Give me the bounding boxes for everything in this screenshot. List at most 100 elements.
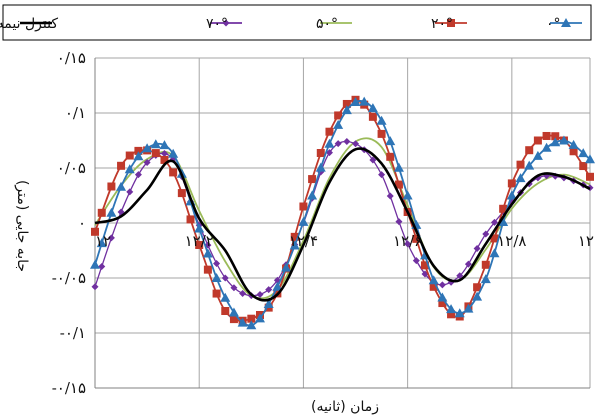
x-tick-label: ۱۲/۶ bbox=[393, 232, 422, 250]
series-marker bbox=[421, 261, 429, 270]
series-marker bbox=[177, 189, 186, 198]
series-marker bbox=[490, 234, 499, 243]
series-marker bbox=[134, 146, 143, 155]
series-marker bbox=[542, 131, 551, 140]
series-marker bbox=[186, 215, 195, 224]
series-marker bbox=[454, 308, 465, 318]
series-marker bbox=[412, 234, 421, 243]
series-marker bbox=[507, 179, 516, 188]
series-marker bbox=[395, 218, 403, 226]
series-marker bbox=[202, 248, 213, 258]
series-marker bbox=[315, 162, 326, 172]
series-marker bbox=[255, 313, 265, 323]
series-marker bbox=[352, 140, 360, 148]
series-marker bbox=[308, 175, 317, 184]
series-marker bbox=[211, 273, 222, 282]
series-marker bbox=[428, 275, 439, 285]
legend-label: کنترل نیمه‌فعال bbox=[0, 16, 58, 32]
series-group bbox=[90, 95, 595, 330]
y-tick-label: -۰/۰۵ bbox=[52, 269, 86, 287]
series-3 bbox=[91, 95, 594, 325]
series-marker bbox=[247, 314, 256, 323]
series-marker bbox=[334, 111, 343, 120]
series-marker bbox=[160, 155, 169, 164]
series-line bbox=[94, 147, 591, 302]
series-marker bbox=[307, 190, 318, 200]
series-marker bbox=[532, 150, 543, 160]
series-marker bbox=[142, 143, 153, 153]
series-marker bbox=[369, 156, 377, 164]
series-marker bbox=[107, 182, 116, 191]
series-marker bbox=[386, 192, 394, 200]
series-marker bbox=[402, 190, 413, 200]
series-marker bbox=[550, 137, 561, 147]
legend-label: ۲۰° bbox=[431, 16, 453, 32]
series-marker bbox=[91, 227, 99, 236]
series-marker bbox=[316, 149, 325, 158]
series-marker bbox=[404, 240, 412, 248]
series-marker bbox=[124, 164, 135, 174]
series-marker bbox=[393, 162, 404, 172]
series-marker bbox=[489, 248, 500, 258]
x-tick-label: ۱۲ bbox=[578, 232, 594, 250]
series-marker bbox=[533, 136, 542, 145]
legend-box bbox=[2, 4, 592, 41]
series-marker bbox=[195, 241, 204, 249]
x-tick-label: ۱۲/۴ bbox=[289, 232, 318, 250]
series-marker bbox=[126, 188, 134, 196]
series-marker bbox=[239, 289, 247, 297]
series-marker bbox=[228, 307, 239, 317]
series-marker bbox=[221, 274, 229, 282]
series-marker bbox=[91, 283, 99, 291]
series-marker bbox=[350, 97, 361, 106]
series-marker bbox=[143, 159, 151, 166]
series-marker bbox=[524, 160, 535, 170]
legend-label: ۵۰° bbox=[316, 16, 338, 32]
x-tick-label: ۱۲/۸ bbox=[497, 232, 526, 250]
series-marker bbox=[482, 230, 490, 238]
series-marker bbox=[515, 173, 526, 183]
series-marker bbox=[220, 292, 231, 302]
series-marker bbox=[299, 202, 308, 211]
series-marker bbox=[386, 152, 395, 161]
series-marker bbox=[446, 304, 457, 314]
series-4 bbox=[90, 96, 595, 330]
series-marker bbox=[168, 148, 179, 158]
series-marker bbox=[117, 161, 126, 170]
series-marker bbox=[438, 281, 446, 289]
series-marker bbox=[569, 147, 578, 156]
series-marker bbox=[558, 135, 569, 145]
legend-label: ۷۰° bbox=[206, 16, 228, 32]
y-tick-labels: ۰/۱۵ ۰/۱ ۰/۰۵ ۰ -۰/۰۵ -۰/۱ -۰/۱۵ bbox=[52, 49, 86, 397]
series-marker bbox=[480, 274, 491, 284]
series-marker bbox=[324, 138, 335, 148]
series-marker bbox=[194, 223, 205, 233]
series-marker bbox=[343, 138, 351, 146]
series-marker bbox=[334, 140, 342, 148]
series-marker bbox=[333, 119, 344, 129]
series-marker bbox=[367, 103, 378, 113]
legend-swatch-marker bbox=[222, 19, 230, 27]
x-axis-title: زمان (ثانیه) bbox=[311, 399, 379, 415]
series-marker bbox=[229, 315, 238, 324]
series-marker bbox=[90, 259, 100, 269]
series-marker bbox=[289, 240, 300, 250]
series-marker bbox=[551, 132, 560, 141]
series-marker bbox=[203, 265, 212, 274]
series-marker bbox=[438, 299, 447, 308]
series-marker bbox=[151, 149, 160, 158]
series-marker bbox=[578, 148, 589, 158]
series-marker bbox=[213, 259, 221, 267]
y-tick-label: ۰/۱ bbox=[65, 104, 86, 122]
series-marker bbox=[265, 286, 273, 294]
series-marker bbox=[134, 171, 142, 179]
y-tick-label: ۰/۱۵ bbox=[57, 49, 86, 67]
series-marker bbox=[169, 168, 178, 177]
series-marker bbox=[256, 290, 264, 298]
series-marker bbox=[472, 291, 483, 301]
series-marker bbox=[221, 307, 230, 315]
series-marker bbox=[237, 317, 248, 327]
series-marker bbox=[463, 303, 474, 313]
legend-swatch-marker bbox=[561, 18, 571, 27]
series-marker bbox=[160, 149, 168, 157]
